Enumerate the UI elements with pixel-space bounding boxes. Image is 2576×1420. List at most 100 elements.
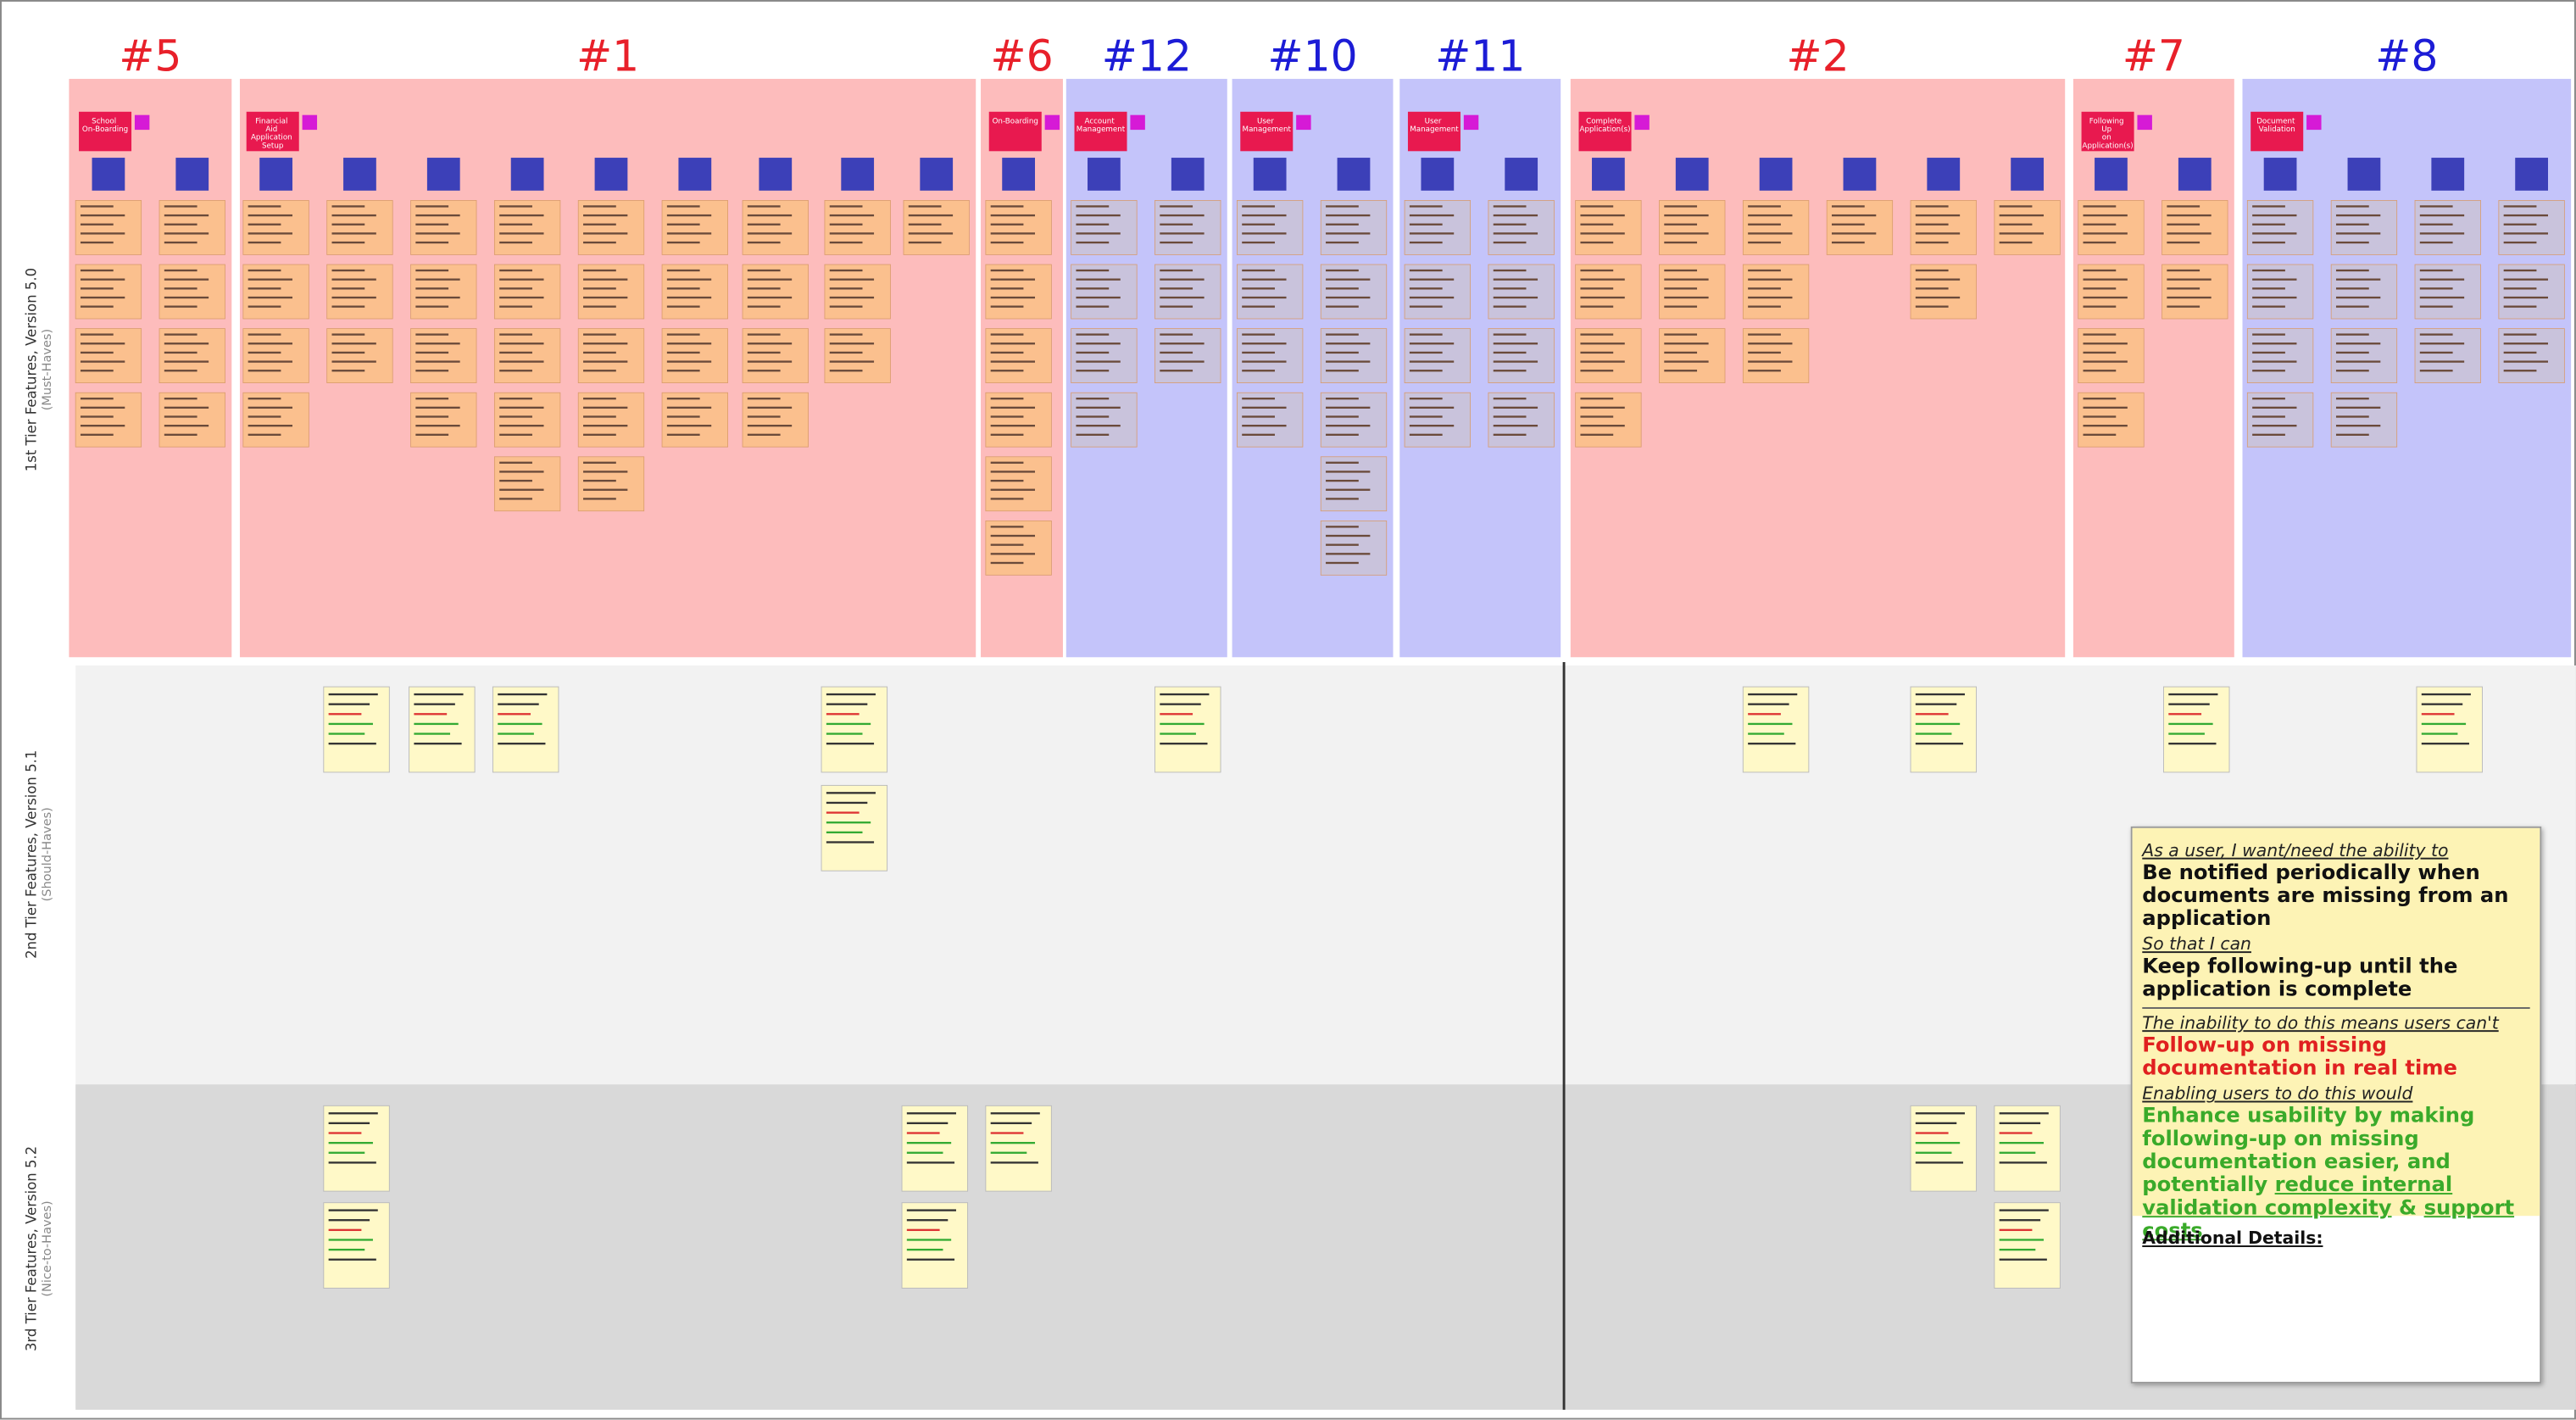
card-text	[328, 703, 370, 705]
story-head	[2178, 158, 2212, 191]
card-text	[1580, 287, 1614, 290]
card-text	[1664, 370, 1698, 372]
card-text	[747, 241, 781, 244]
card-text	[1748, 703, 1789, 705]
epic-column	[1570, 79, 2066, 658]
benefit-text: &	[2391, 1194, 2424, 1220]
card-text	[164, 370, 198, 372]
card-text	[1076, 433, 1110, 436]
card-text	[829, 241, 863, 244]
card-text	[415, 351, 449, 354]
epic-label-line: Application	[251, 134, 295, 142]
card-text	[990, 424, 1036, 427]
story-card	[821, 784, 888, 871]
card-text	[666, 351, 700, 354]
card-text	[990, 415, 1024, 418]
card-text	[248, 205, 281, 208]
story-card	[1154, 264, 1221, 320]
card-text	[829, 232, 875, 235]
story-card	[742, 328, 809, 383]
card-text	[2335, 205, 2369, 208]
card-text	[747, 214, 793, 217]
card-text	[1915, 1141, 1961, 1144]
card-text	[1076, 296, 1121, 299]
epic-label-line: Setup	[262, 142, 284, 150]
card-text	[990, 1112, 1040, 1115]
story-card	[410, 392, 477, 448]
card-text	[826, 713, 860, 716]
card-text	[164, 223, 198, 226]
card-text	[2421, 703, 2463, 705]
card-text	[666, 398, 700, 400]
card-text	[80, 232, 125, 235]
epic-label-line: Complete	[1586, 117, 1624, 125]
epic-label-line: School	[92, 117, 119, 125]
card-text	[80, 296, 125, 299]
story-card	[2246, 200, 2314, 255]
story-card	[323, 686, 390, 773]
epic-label-line: User	[1257, 117, 1277, 125]
card-text	[1748, 722, 1793, 726]
card-text	[415, 333, 449, 336]
card-text	[2083, 433, 2117, 436]
card-text	[2503, 287, 2537, 290]
card-text	[164, 398, 198, 400]
story-card	[661, 328, 728, 383]
card-text	[1664, 287, 1698, 290]
card-text	[1160, 223, 1193, 226]
card-text	[2335, 305, 2369, 308]
card-text	[666, 232, 712, 235]
card-text	[328, 1112, 378, 1115]
card-text	[1999, 1258, 2047, 1261]
card-text	[414, 693, 464, 696]
card-text	[2335, 351, 2369, 354]
card-text	[1076, 406, 1121, 409]
epic-label: Following Up on Application(s)	[2083, 117, 2134, 150]
card-text	[1580, 433, 1614, 436]
story-card	[242, 200, 309, 255]
story-card	[410, 264, 477, 320]
story-head	[2011, 158, 2044, 191]
story-card	[326, 200, 393, 255]
card-text	[1242, 433, 1275, 436]
details-label: Additional Details:	[2142, 1228, 2323, 1249]
card-text	[2503, 333, 2537, 336]
card-text	[2421, 713, 2455, 716]
card-text	[331, 214, 376, 217]
card-text	[1915, 305, 1949, 308]
story-card	[661, 200, 728, 255]
card-text	[164, 333, 198, 336]
card-text	[906, 1219, 949, 1222]
card-text	[499, 406, 544, 409]
card-text	[990, 526, 1024, 528]
card-text	[1999, 1132, 2033, 1134]
card-text	[2503, 305, 2537, 308]
epic-label-line: Up	[2101, 125, 2114, 134]
card-text	[2083, 232, 2128, 235]
card-text	[415, 241, 449, 244]
story-card	[985, 456, 1052, 512]
card-text	[1242, 278, 1287, 281]
story-head	[343, 158, 376, 191]
card-text	[2419, 241, 2453, 244]
card-text	[829, 342, 875, 345]
card-text	[583, 333, 616, 336]
epic-label: On-Boarding	[993, 117, 1038, 125]
card-text	[498, 703, 539, 705]
story-card	[1488, 328, 1555, 383]
card-text	[747, 351, 781, 354]
card-text	[990, 433, 1024, 436]
story-card	[1994, 200, 2061, 255]
card-text	[1160, 278, 1205, 281]
card-text	[1409, 305, 1443, 308]
card-text	[1409, 406, 1455, 409]
goal: Keep following-up until the application …	[2142, 953, 2458, 1001]
epic-tag	[302, 114, 318, 131]
card-text	[80, 398, 114, 400]
epic-card	[246, 111, 299, 152]
card-text	[328, 1151, 365, 1154]
benefit-text: support costs	[2142, 1194, 2515, 1243]
card-text	[415, 415, 449, 418]
story-card	[2246, 328, 2314, 383]
card-text	[2167, 241, 2200, 244]
